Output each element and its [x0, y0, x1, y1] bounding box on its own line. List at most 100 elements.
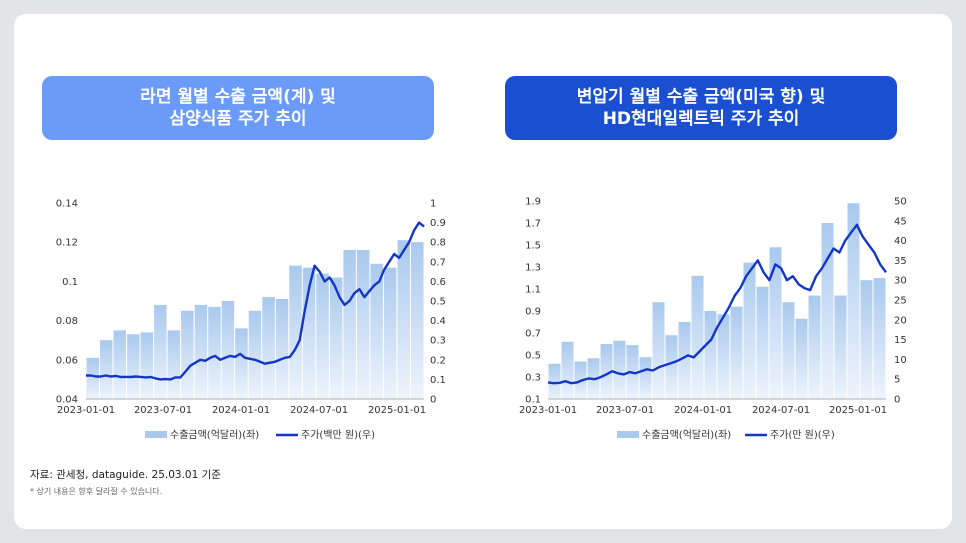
right-tick-label: 50 — [894, 197, 907, 208]
bar — [730, 306, 743, 399]
stock-price-line — [86, 221, 425, 381]
bar — [383, 267, 397, 399]
bar — [756, 286, 769, 399]
left-tick-label: 1.5 — [525, 241, 541, 252]
bar — [329, 277, 343, 399]
left-tick-label: 0.1 — [525, 395, 541, 406]
legend-line-label: 주가(백만 원)(우) — [301, 429, 375, 441]
right-tick-label: 0.6 — [430, 277, 446, 288]
bar — [248, 310, 262, 399]
bar — [167, 330, 181, 399]
bar — [561, 341, 574, 399]
left-tick-label: 0.06 — [56, 355, 78, 366]
chart-title-line-1: 라면 월별 수출 금액(계) 및 — [140, 87, 336, 107]
x-tick-label: 2023-01-01 — [519, 405, 577, 416]
bar — [691, 275, 704, 399]
bar — [113, 330, 126, 399]
bar — [275, 299, 289, 399]
right-tick-label: 10 — [894, 355, 907, 366]
right-tick-label: 0.9 — [430, 218, 446, 229]
bar — [600, 344, 613, 399]
right-tick-label: 0.1 — [430, 375, 446, 386]
bar — [808, 295, 821, 399]
bar — [316, 273, 329, 399]
chart-1: 0.1 0.3 0.5 0.7 0.9 1.1 1.3 1.5 1.7 1.9 0 5 10 15 2025… — [519, 197, 907, 442]
bar — [821, 223, 834, 399]
chart-title-ramen: 라면 월별 수출 금액(계) 및 삼양식품 주가 추이 — [42, 76, 434, 140]
left-tick-label: 0.04 — [56, 395, 78, 406]
bar — [181, 310, 194, 399]
left-tick-label: 1.9 — [525, 197, 541, 208]
left-tick-label: 0.1 — [62, 277, 78, 288]
left-tick-label: 0.5 — [525, 351, 541, 362]
left-tick-label: 0.14 — [56, 199, 78, 210]
right-tick-label: 0.7 — [430, 257, 446, 268]
bar — [678, 322, 691, 399]
legend-bar-swatch — [617, 431, 639, 438]
bar — [154, 304, 167, 399]
left-tick-label: 1.7 — [525, 219, 541, 230]
bar — [411, 242, 424, 399]
bar — [194, 304, 208, 399]
x-tick-label: 2024-07-01 — [752, 405, 810, 416]
left-tick-label: 0.7 — [525, 329, 541, 340]
bar — [289, 265, 302, 399]
legend-bar-label: 수출금액(억달러)(좌) — [642, 429, 731, 441]
bar — [665, 335, 678, 399]
left-tick-label: 0.3 — [525, 373, 541, 384]
right-tick-label: 25 — [894, 296, 907, 307]
bar — [652, 302, 665, 399]
bar — [208, 306, 221, 399]
left-tick-label: 1.3 — [525, 263, 541, 274]
chart-title-line-2: HD현대일렉트릭 주가 추이 — [602, 109, 800, 129]
right-tick-label: 0 — [894, 395, 900, 406]
bar — [343, 250, 356, 399]
bar — [834, 295, 847, 399]
bar — [860, 280, 873, 399]
bar — [548, 363, 561, 399]
disclaimer-note: * 상기 내용은 향후 달라질 수 있습니다. — [30, 487, 163, 496]
bar — [100, 340, 113, 399]
right-tick-label: 0.8 — [430, 238, 446, 249]
right-tick-label: 0.5 — [430, 297, 446, 308]
x-tick-label: 2024-01-01 — [674, 405, 732, 416]
stock-price-line — [547, 223, 887, 385]
legend-bar-swatch — [145, 431, 167, 438]
right-tick-label: 1 — [430, 199, 436, 210]
bar — [86, 357, 99, 399]
right-tick-label: 15 — [894, 335, 907, 346]
right-tick-label: 0.2 — [430, 355, 446, 366]
chart-title-transformer: 변압기 월별 수출 금액(미국 향) 및 HD현대일렉트릭 주가 추이 — [505, 76, 897, 140]
x-tick-label: 2023-01-01 — [57, 405, 115, 416]
right-tick-label: 0 — [430, 395, 436, 406]
bar — [795, 318, 808, 399]
chart-title-line-2: 삼양식품 주가 추이 — [169, 109, 307, 129]
bar — [221, 301, 235, 399]
bar — [370, 263, 383, 399]
bar — [769, 247, 782, 399]
legend-line-label: 주가(만 원)(우) — [770, 429, 835, 441]
bar — [397, 240, 410, 399]
right-tick-label: 45 — [894, 216, 907, 227]
left-tick-label: 0.9 — [525, 307, 541, 318]
x-tick-label: 2024-07-01 — [290, 405, 348, 416]
right-tick-label: 40 — [894, 236, 907, 247]
bar — [356, 250, 370, 399]
x-tick-label: 2025-01-01 — [829, 405, 887, 416]
right-tick-label: 0.4 — [430, 316, 446, 327]
x-tick-label: 2023-07-01 — [134, 405, 192, 416]
bar — [639, 357, 652, 399]
left-tick-label: 1.1 — [525, 285, 541, 296]
x-tick-label: 2025-01-01 — [368, 405, 426, 416]
bar — [140, 332, 154, 399]
x-tick-label: 2023-07-01 — [596, 405, 654, 416]
left-tick-label: 0.08 — [56, 316, 78, 327]
bar — [127, 334, 140, 399]
right-tick-label: 5 — [894, 375, 900, 386]
x-tick-label: 2024-01-01 — [212, 405, 270, 416]
bar — [782, 302, 795, 399]
bar — [613, 340, 626, 399]
legend-bar-label: 수출금액(억달러)(좌) — [170, 429, 259, 441]
right-tick-label: 35 — [894, 256, 907, 267]
